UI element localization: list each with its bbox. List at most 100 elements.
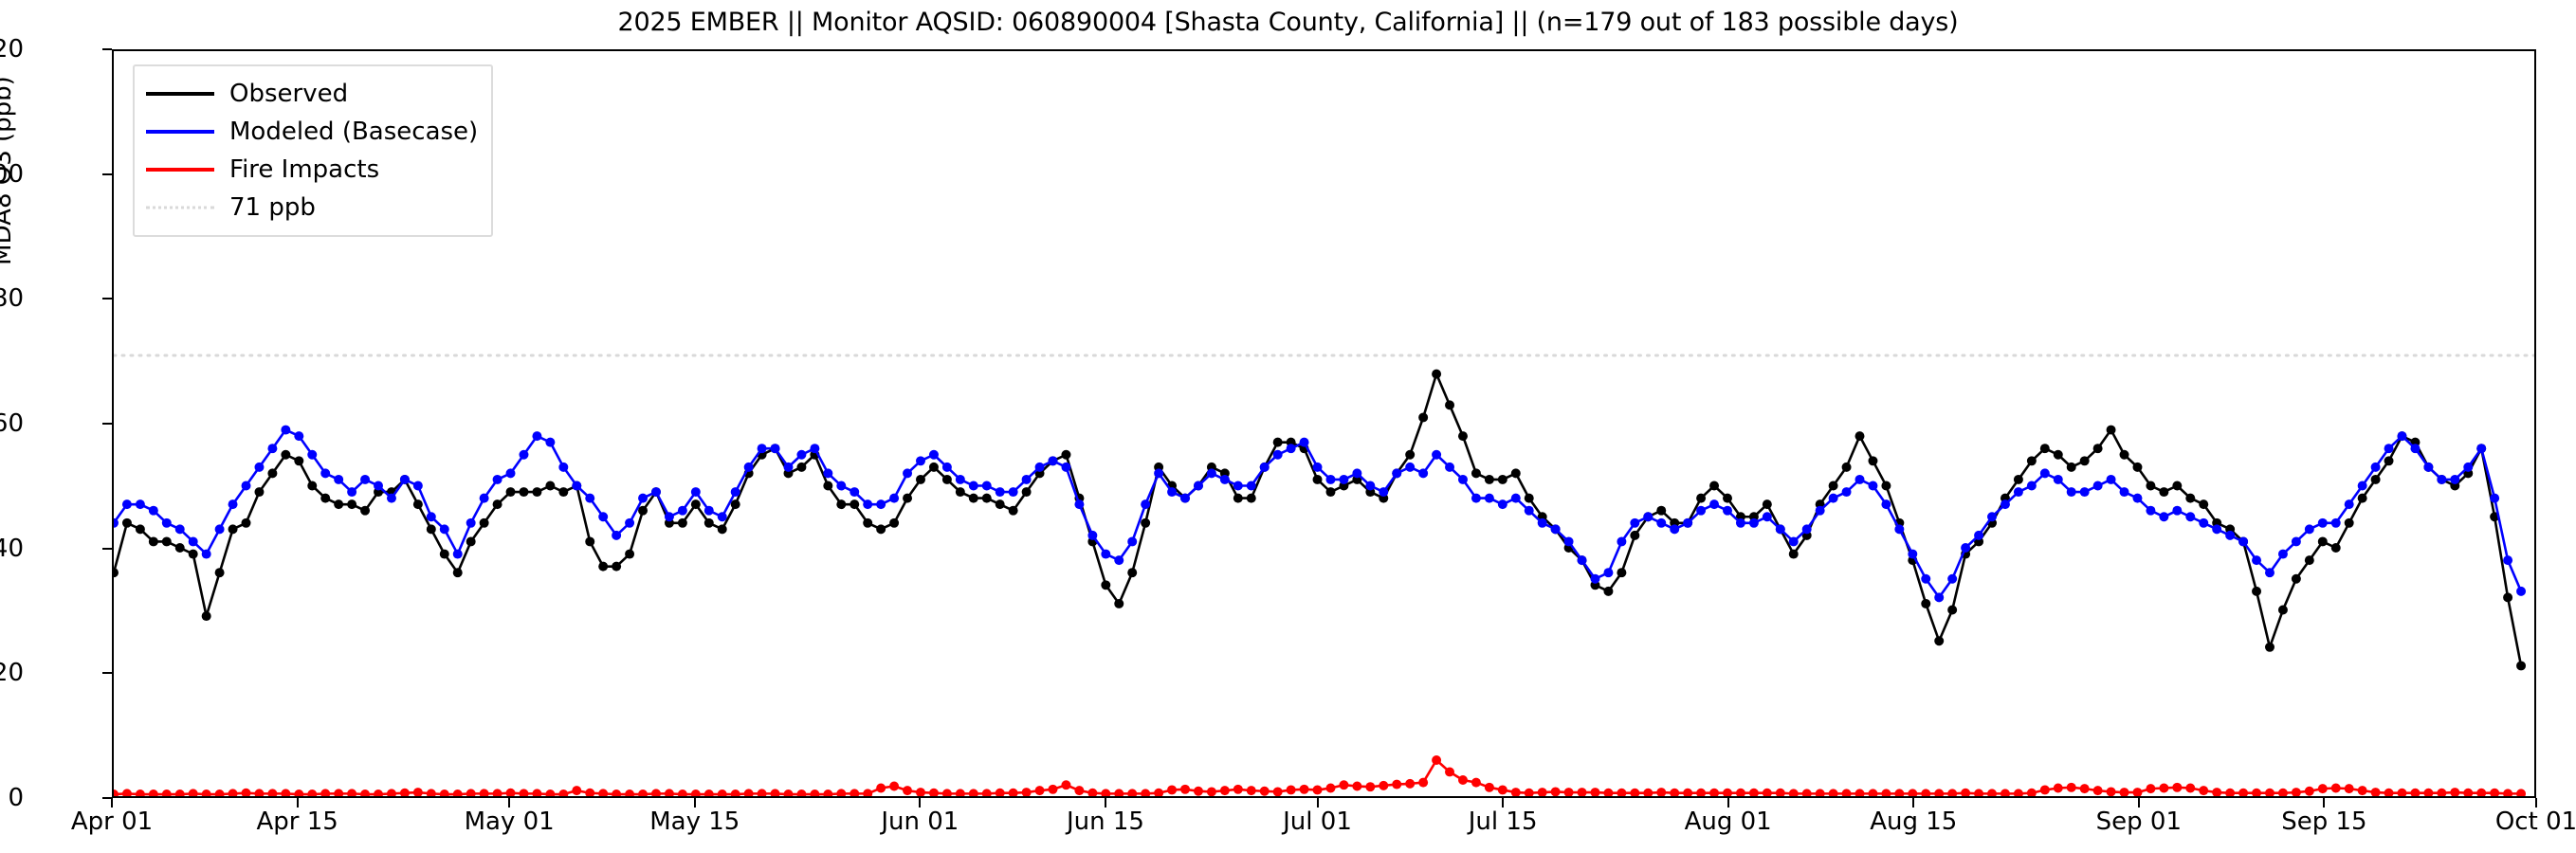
data-point	[452, 549, 463, 559]
data-point	[2450, 788, 2460, 796]
data-point	[1921, 573, 1931, 584]
data-point	[1868, 481, 1878, 491]
data-point	[1563, 536, 1574, 547]
data-point	[320, 789, 331, 796]
data-point	[466, 536, 476, 547]
y-tick-label: 60	[0, 409, 24, 438]
data-point	[2357, 493, 2367, 503]
data-point	[2490, 788, 2500, 796]
data-point	[2516, 661, 2527, 671]
data-point	[1114, 789, 1124, 796]
data-point	[148, 505, 158, 516]
data-point	[374, 789, 384, 796]
data-point	[1127, 568, 1138, 578]
data-point	[2185, 493, 2196, 503]
legend-line-icon	[146, 159, 214, 180]
data-point	[479, 493, 489, 503]
data-point	[1259, 786, 1270, 796]
data-point	[334, 499, 344, 510]
data-point	[1921, 789, 1931, 796]
data-point	[650, 789, 661, 796]
data-point	[612, 530, 622, 540]
data-point	[532, 789, 542, 796]
data-point	[889, 781, 900, 791]
data-point	[1934, 636, 1945, 646]
data-point	[1947, 605, 1958, 615]
data-point	[1193, 786, 1203, 796]
data-point	[2450, 474, 2460, 484]
data-point	[1735, 788, 1745, 796]
data-point	[717, 524, 727, 535]
data-point	[412, 499, 423, 510]
data-point	[307, 481, 318, 491]
data-point	[2013, 474, 2023, 484]
data-point	[1325, 487, 1336, 498]
x-tick-mark	[1104, 798, 1106, 808]
data-point	[2225, 788, 2236, 796]
data-point	[1748, 517, 1759, 528]
data-point	[1815, 789, 1825, 796]
data-point	[1101, 789, 1111, 796]
data-point	[241, 517, 251, 528]
data-point	[1961, 788, 1971, 796]
plot-svg	[114, 354, 2534, 796]
data-point	[1868, 456, 1878, 466]
data-point	[876, 783, 886, 793]
data-point	[1339, 780, 1349, 790]
data-point	[2304, 555, 2314, 566]
data-point	[412, 788, 423, 796]
data-point	[1299, 784, 1309, 794]
x-tick-mark	[693, 798, 696, 808]
data-point	[1167, 487, 1178, 498]
data-point	[703, 789, 714, 796]
legend-item[interactable]: 71 ppb	[146, 189, 478, 227]
data-point	[612, 561, 622, 572]
data-point	[2119, 449, 2129, 460]
y-tick-mark	[102, 547, 112, 550]
data-point	[1497, 474, 1507, 484]
data-point	[796, 462, 807, 472]
data-point	[114, 789, 119, 796]
legend-item[interactable]: Modeled (Basecase)	[146, 113, 478, 151]
data-point	[1524, 505, 1534, 516]
data-point	[1550, 524, 1561, 535]
data-point	[121, 499, 132, 510]
data-point	[2159, 512, 2169, 522]
data-point	[2476, 788, 2487, 796]
data-point	[1061, 462, 1071, 472]
data-point	[1841, 789, 1852, 796]
data-point	[1643, 512, 1653, 522]
data-point	[386, 789, 396, 796]
data-point	[334, 789, 344, 796]
data-point	[2370, 788, 2381, 796]
data-point	[161, 517, 172, 528]
data-point	[2330, 783, 2341, 793]
data-point	[863, 517, 873, 528]
data-point	[743, 462, 754, 472]
data-point	[1974, 789, 1984, 796]
data-point	[254, 789, 265, 796]
data-point	[2317, 784, 2328, 794]
data-point	[1457, 431, 1468, 442]
data-point	[1974, 530, 1984, 540]
data-point	[1087, 788, 1098, 796]
data-point	[941, 474, 952, 484]
data-point	[625, 549, 635, 559]
data-point	[2252, 586, 2262, 596]
data-point	[2159, 783, 2169, 793]
legend-item[interactable]: Fire Impacts	[146, 151, 478, 189]
data-point	[1405, 449, 1416, 460]
data-point	[903, 786, 913, 796]
data-point	[903, 493, 913, 503]
y-tick-label: 100	[0, 159, 24, 189]
data-point	[1074, 499, 1085, 510]
data-point	[1432, 369, 1442, 379]
legend-item[interactable]: Observed	[146, 75, 478, 113]
x-tick-label: Jun 01	[881, 808, 959, 836]
data-point	[161, 789, 172, 796]
data-point	[1299, 437, 1309, 447]
data-point	[1788, 536, 1799, 547]
data-point	[2172, 782, 2183, 792]
data-point	[2066, 487, 2076, 498]
